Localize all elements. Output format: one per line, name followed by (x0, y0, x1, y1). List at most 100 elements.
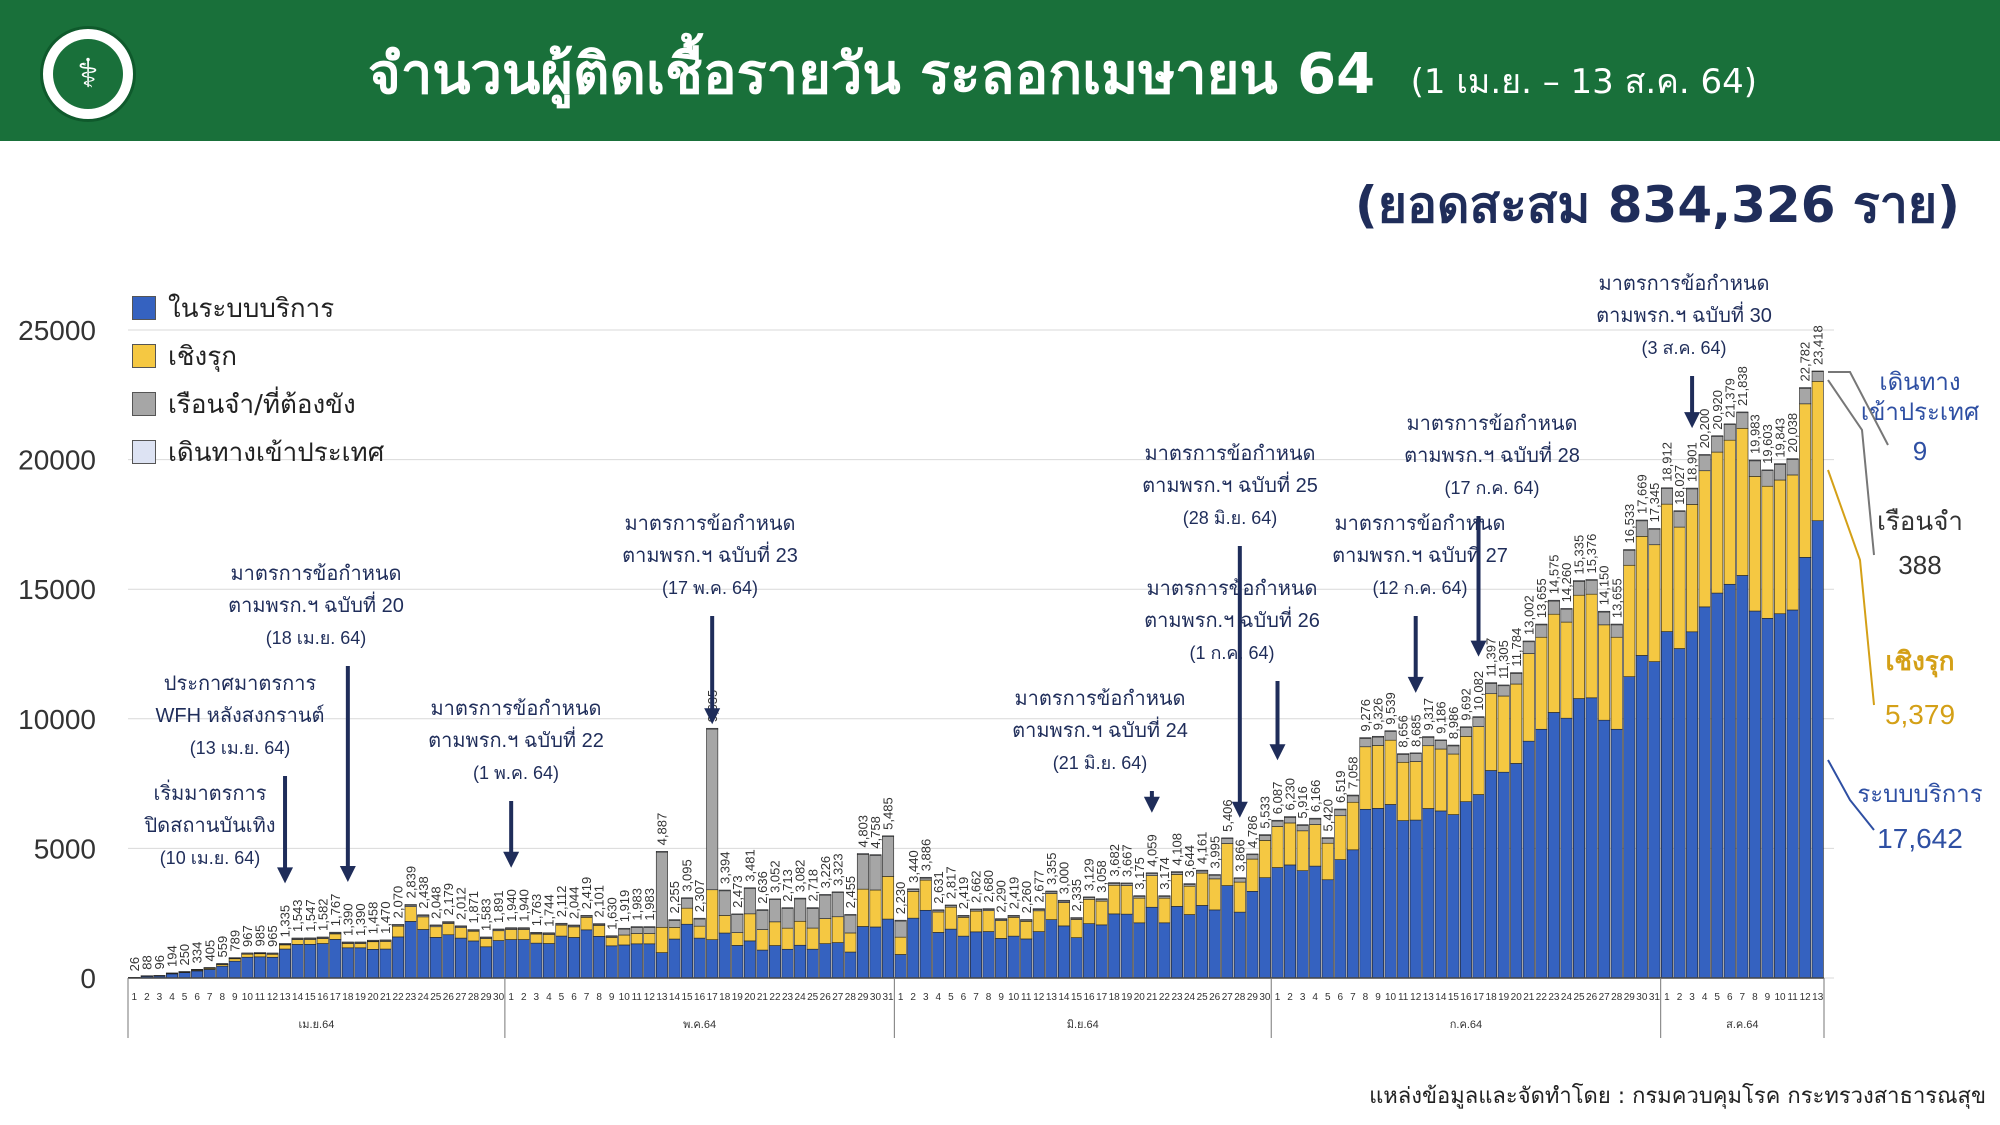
annotation-text: มาตรการข้อกำหนด (1146, 578, 1317, 600)
bar-segment (1547, 613, 1560, 713)
annotation-text: (10 เม.ย. 64) (160, 848, 261, 868)
bar-segment (1133, 922, 1146, 979)
x-day-label: 17 (1096, 992, 1108, 1003)
bar-segment (1196, 869, 1209, 872)
bar-segment (542, 943, 555, 979)
bar-segment (454, 937, 467, 979)
annotation-text: WFH หลังสงกรานต์ (155, 704, 324, 727)
x-day-label: 25 (807, 992, 819, 1003)
bar-segment (203, 967, 216, 969)
bar-value-label: 194 (165, 945, 180, 967)
bar-segment (894, 954, 907, 979)
bar-segment (1108, 882, 1121, 884)
annotation-arrowhead (1231, 801, 1248, 818)
bar-value-label: 1,630 (604, 897, 619, 930)
bar-segment (1497, 771, 1510, 979)
bar-segment (467, 930, 480, 942)
bar-segment (1522, 740, 1535, 979)
bar-segment (706, 939, 719, 979)
bar-value-label: 1,547 (303, 899, 318, 932)
bar-segment (957, 935, 970, 979)
bar-segment (681, 897, 694, 899)
bar-segment (1673, 510, 1686, 512)
emblem-inner: ⚕ (53, 39, 123, 109)
bar-value-label: 1,458 (366, 902, 381, 935)
bar-segment (1598, 611, 1611, 626)
bar-segment (191, 969, 204, 971)
bar-segment (1459, 736, 1472, 802)
bar-segment (1196, 905, 1209, 979)
annotation-arrowhead (503, 851, 520, 868)
bar-segment (693, 917, 706, 920)
x-day-label: 13 (1812, 992, 1824, 1003)
x-day-label: 29 (480, 992, 492, 1003)
bar-segment (731, 913, 744, 915)
bar-segment (1309, 817, 1322, 820)
bar-segment (693, 925, 706, 939)
bar-segment (1346, 794, 1359, 797)
bar-segment (907, 891, 920, 919)
bar-segment (580, 917, 593, 931)
bar-value-label: 96 (152, 955, 167, 969)
page-title: จำนวนผู้ติดเชื้อรายวัน ระลอกเมษายน 64 (1… (368, 30, 1757, 120)
bar-segment (417, 914, 430, 916)
bar-segment (1497, 695, 1510, 773)
bar-segment (756, 909, 769, 911)
bar-value-label: 5,485 (881, 797, 896, 830)
bar-segment (1686, 488, 1699, 505)
bar-segment (228, 957, 241, 959)
bar-segment (618, 944, 631, 979)
bar-segment (1573, 580, 1586, 596)
bar-segment (1208, 909, 1221, 979)
bar-segment (1070, 919, 1083, 938)
x-day-label: 8 (1363, 992, 1369, 1003)
bar-segment (580, 914, 593, 917)
bar-segment (1384, 739, 1397, 805)
annotation-text: มาตรการข้อกำหนด (1014, 688, 1185, 710)
bar-segment (919, 909, 932, 979)
x-day-label: 7 (973, 992, 979, 1003)
x-day-label: 15 (1071, 992, 1083, 1003)
bar-value-label: 8,986 (1446, 707, 1461, 740)
bar-segment (555, 935, 568, 979)
bar-segment (1522, 653, 1535, 742)
bar-segment (1070, 937, 1083, 979)
bar-segment (844, 914, 857, 934)
bar-segment (1698, 606, 1711, 979)
bar-value-label: 1,983 (629, 888, 644, 921)
x-day-label: 7 (584, 992, 590, 1003)
x-day-label: 8 (596, 992, 602, 1003)
x-day-label: 1 (898, 992, 904, 1003)
bar-value-label: 2,419 (956, 877, 971, 910)
bar-segment (1623, 676, 1636, 979)
annotation-text: มาตรการข้อกำหนด (230, 563, 401, 585)
x-day-label: 8 (986, 992, 992, 1003)
x-day-label: 27 (1222, 992, 1234, 1003)
x-day-label: 5 (1325, 992, 1331, 1003)
x-day-label: 12 (1410, 992, 1422, 1003)
x-day-label: 2 (1287, 992, 1293, 1003)
bar-segment (530, 942, 543, 979)
bar-value-label: 13,002 (1521, 595, 1536, 635)
bar-segment (1786, 458, 1799, 460)
bar-segment (1397, 761, 1410, 821)
bar-segment (819, 894, 832, 919)
x-day-label: 13 (656, 992, 668, 1003)
x-day-label: 8 (219, 992, 225, 1003)
bar-segment (655, 952, 668, 979)
bar-segment (241, 953, 254, 958)
bar-segment (165, 972, 178, 974)
bar-segment (1422, 808, 1435, 979)
bar-segment (1321, 842, 1334, 881)
bar-value-label: 22,782 (1798, 342, 1813, 382)
bar-segment (1459, 727, 1472, 737)
bar-segment (1711, 592, 1724, 979)
bar-value-label: 3,323 (830, 853, 845, 886)
side-label-service-name: ระบบบริการ (1857, 781, 1982, 808)
bar-segment (630, 927, 643, 934)
bar-segment (655, 926, 668, 953)
annotation-text: มาตรการข้อกำหนด (1406, 413, 1577, 435)
bar-segment (1686, 504, 1699, 633)
x-day-label: 3 (534, 992, 540, 1003)
bar-value-label: 19,983 (1748, 414, 1763, 454)
